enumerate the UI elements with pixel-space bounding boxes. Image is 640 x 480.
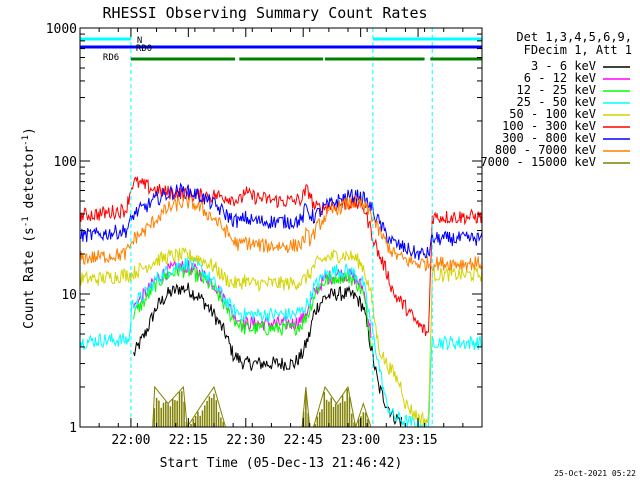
- legend-label-3-6-kev: 3 - 6 keV: [531, 59, 596, 73]
- y-axis-label-sup1: -1: [21, 216, 31, 227]
- series-25-50-kev: [80, 257, 482, 427]
- series-line-50-100-kev: [80, 246, 482, 427]
- legend-label-50-100-kev: 50 - 100 keV: [509, 107, 596, 121]
- y-axis-label-end: ): [22, 127, 37, 135]
- series-spikes-7000-15000-kev: [153, 389, 369, 427]
- legend-title-line2: FDecim 1, Att 1: [524, 43, 632, 57]
- y-axis-label-mid: detector: [22, 146, 37, 217]
- plot-frame: [79, 27, 483, 428]
- plot-area: [80, 28, 482, 427]
- series-line-800-7000-kev: [80, 194, 482, 272]
- legend-label-6-12-kev: 6 - 12 keV: [524, 71, 596, 85]
- series-800-7000-kev: [80, 194, 482, 272]
- series-100-300-kev: [80, 176, 482, 337]
- legend-label-800-7000-kev: 800 - 7000 keV: [495, 143, 596, 157]
- y-axis-label-main: Count Rate (s: [22, 227, 37, 329]
- y-tick-label-1: 1: [69, 421, 77, 436]
- chart-title: RHESSI Observing Summary Count Rates: [102, 4, 427, 22]
- x-tick-label-3: 22:30: [226, 433, 265, 448]
- legend-title-line1: Det 1,3,4,5,6,9,: [516, 30, 632, 44]
- y-axis-label-sup2: -1: [21, 135, 31, 146]
- series-line-100-300-kev: [80, 176, 482, 337]
- x-tick-label-4: 22:45: [284, 433, 323, 448]
- series-line-7000-15000-kev: [99, 385, 482, 427]
- state-label-n: N: [137, 36, 142, 46]
- state-label-rd0: RD0: [136, 44, 152, 54]
- series-300-800-kev: [80, 182, 482, 261]
- legend-label-25-50-kev: 25 - 50 keV: [517, 95, 596, 109]
- legend-label-300-800-kev: 300 - 800 keV: [502, 131, 596, 145]
- series-line-6-12-kev: [133, 259, 372, 339]
- x-axis-label: Start Time (05-Dec-13 21:46:42): [160, 456, 403, 471]
- generation-timestamp: 25-Oct-2021 05:22: [554, 469, 636, 478]
- legend-label-100-300-kev: 100 - 300 keV: [502, 119, 596, 133]
- series-line-300-800-kev: [80, 182, 482, 261]
- series-3-6-kev: [133, 282, 403, 427]
- legend: Det 1,3,4,5,6,9, FDecim 1, Att 1 3 - 6 k…: [480, 30, 632, 169]
- y-axis-label: Count Rate (s-1 detector-1): [21, 127, 37, 329]
- x-tick-label-1: 22:00: [111, 433, 150, 448]
- legend-label-7000-15000-kev: 7000 - 15000 keV: [480, 155, 596, 169]
- state-label-rd6: RD6: [103, 53, 119, 63]
- series-6-12-kev: [133, 259, 372, 339]
- y-axis: 1 10 100 1000: [46, 22, 482, 436]
- x-axis: 22:00 22:15 22:30 22:45 23:00 23:15: [79, 28, 483, 448]
- y-tick-label-2: 10: [61, 288, 77, 303]
- series-50-100-kev: [80, 246, 482, 427]
- y-tick-label-3: 100: [54, 155, 77, 170]
- x-tick-label-2: 22:15: [169, 433, 208, 448]
- series-line-25-50-kev: [80, 257, 482, 427]
- series-line-3-6-kev: [133, 282, 403, 427]
- y-tick-label-4: 1000: [46, 22, 77, 37]
- legend-label-12-25-kev: 12 - 25 keV: [517, 83, 596, 97]
- x-tick-label-6: 23:15: [398, 433, 437, 448]
- series-7000-15000-kev: [99, 385, 482, 427]
- x-tick-label-5: 23:00: [341, 433, 380, 448]
